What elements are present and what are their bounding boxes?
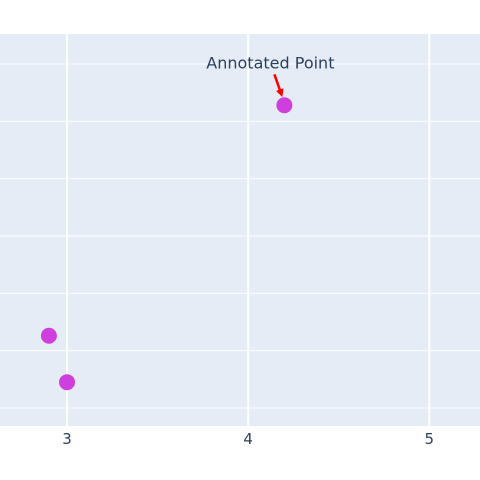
x-tick-label: 3	[62, 430, 72, 448]
annotation-arrow	[273, 73, 284, 98]
scatter-point	[59, 374, 76, 391]
x-tick-label: 4	[243, 430, 253, 448]
annotation: Annotated Point	[206, 53, 334, 98]
x-tick-labels: 3 4 5	[62, 430, 434, 448]
annotation-label: Annotated Point	[206, 53, 334, 72]
data-points	[40, 97, 293, 391]
x-tick-label: 5	[425, 430, 435, 448]
scatter-point	[276, 97, 293, 114]
scatter-point	[40, 327, 57, 344]
grid-lines	[0, 34, 480, 426]
plot-area	[0, 34, 480, 426]
